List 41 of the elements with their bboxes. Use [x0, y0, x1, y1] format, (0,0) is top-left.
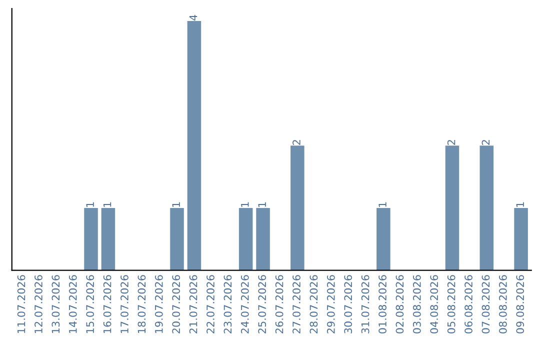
- x-tick-label: 08.08.2026: [498, 275, 507, 334]
- x-tick-label: 21.07.2026: [189, 275, 198, 334]
- x-tick-label: 13.07.2026: [52, 275, 60, 333]
- x-tick-label: 04.08.2026: [430, 275, 438, 334]
- data-label: 4: [189, 14, 198, 20]
- x-tick-label: 25.07.2026: [258, 275, 266, 334]
- x-tick-label: 16.07.2026: [103, 275, 112, 333]
- x-tick-label: 03.08.2026: [412, 275, 421, 334]
- x-tick-label: 26.07.2026: [275, 275, 284, 334]
- x-tick-label: 05.08.2026: [447, 275, 456, 334]
- x-tick-label: 14.07.2026: [68, 275, 77, 333]
- x-tick-label: 07.08.2026: [482, 275, 490, 334]
- x-tick-label: 18.07.2026: [138, 275, 146, 333]
- data-label: 1: [86, 202, 94, 207]
- data-label: 1: [378, 202, 386, 207]
- x-tick-label: 17.07.2026: [120, 275, 128, 333]
- x-tick-label: 30.07.2026: [344, 275, 352, 334]
- x-tick-label: 09.08.2026: [516, 275, 524, 334]
- x-tick-label: 02.08.2026: [396, 275, 404, 334]
- data-label: 2: [292, 140, 300, 145]
- x-tick-label: 22.07.2026: [206, 275, 214, 334]
- data-label: 1: [172, 202, 180, 207]
- data-label: 1: [516, 202, 524, 207]
- x-tick-label: 28.07.2026: [310, 275, 318, 334]
- x-tick-label: 27.07.2026: [292, 275, 300, 334]
- x-tick-label: 24.07.2026: [240, 275, 249, 334]
- x-tick-label: 29.07.2026: [326, 275, 335, 334]
- x-tick-label: 20.07.2026: [172, 275, 180, 334]
- x-tick-label: 12.07.2026: [34, 275, 42, 333]
- x-tick-label: 19.07.2026: [154, 275, 163, 333]
- x-tick-label: 06.08.2026: [464, 275, 472, 334]
- data-label: 1: [258, 202, 266, 207]
- data-label: 2: [482, 140, 490, 145]
- data-label: 1: [241, 202, 249, 207]
- data-label: 1: [103, 202, 112, 207]
- x-tick-label: 01.08.2026: [378, 275, 386, 334]
- data-label: 2: [447, 140, 456, 145]
- x-tick-label: 31.07.2026: [361, 275, 370, 334]
- x-tick-label: 15.07.2026: [86, 275, 94, 333]
- x-tick-label: 23.07.2026: [224, 275, 232, 334]
- x-tick-label: 11.07.2026: [17, 275, 26, 333]
